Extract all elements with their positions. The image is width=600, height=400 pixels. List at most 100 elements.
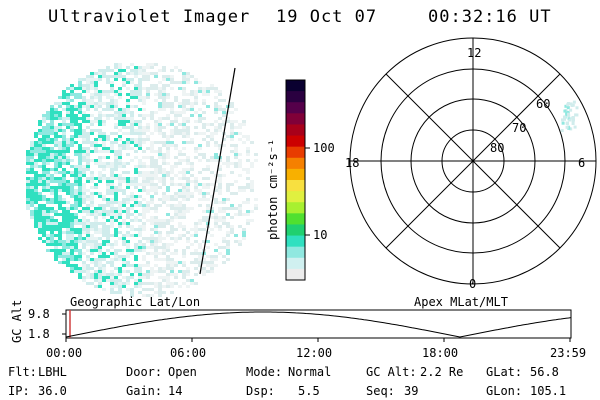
image-pixel	[198, 198, 202, 201]
image-pixel	[46, 117, 50, 120]
image-pixel	[162, 132, 166, 135]
image-pixel	[42, 189, 46, 192]
image-pixel	[110, 252, 114, 255]
image-pixel	[106, 165, 110, 168]
image-pixel	[82, 129, 86, 132]
image-pixel	[58, 213, 62, 216]
colorbar-segment	[286, 180, 305, 192]
image-pixel	[78, 84, 82, 87]
image-pixel	[90, 225, 94, 228]
image-pixel	[54, 201, 58, 204]
image-pixel	[114, 177, 118, 180]
image-pixel	[42, 117, 46, 120]
image-pixel	[106, 156, 110, 159]
image-pixel	[158, 177, 162, 180]
image-pixel	[90, 171, 94, 174]
image-pixel	[198, 114, 202, 117]
image-pixel	[102, 204, 106, 207]
image-pixel	[234, 132, 238, 135]
image-pixel	[114, 207, 118, 210]
image-pixel	[134, 72, 138, 75]
image-pixel	[210, 87, 214, 90]
image-pixel	[26, 189, 30, 192]
image-pixel	[150, 243, 154, 246]
image-pixel	[230, 162, 234, 165]
image-pixel	[34, 186, 38, 189]
image-pixel	[62, 90, 66, 93]
image-pixel	[138, 141, 142, 144]
image-pixel	[142, 162, 146, 165]
image-pixel	[134, 249, 138, 252]
image-pixel	[182, 177, 186, 180]
image-pixel	[186, 72, 190, 75]
image-pixel	[86, 210, 90, 213]
image-pixel	[62, 132, 66, 135]
image-pixel	[198, 120, 202, 123]
image-pixel	[50, 150, 54, 153]
image-pixel	[162, 177, 166, 180]
image-pixel	[154, 168, 158, 171]
image-pixel	[178, 81, 182, 84]
image-pixel	[166, 267, 170, 270]
image-pixel	[154, 63, 158, 66]
image-pixel	[34, 198, 38, 201]
image-pixel	[138, 93, 142, 96]
mode-label: Mode:	[246, 365, 283, 379]
image-pixel	[186, 198, 190, 201]
image-pixel	[110, 258, 114, 261]
image-pixel	[230, 216, 234, 219]
image-pixel	[82, 147, 86, 150]
image-pixel	[182, 204, 186, 207]
image-pixel	[142, 282, 146, 285]
image-pixel	[162, 69, 166, 72]
image-pixel	[102, 114, 106, 117]
image-pixel	[178, 114, 182, 117]
image-pixel	[162, 105, 166, 108]
image-pixel	[54, 168, 58, 171]
image-pixel	[98, 99, 102, 102]
image-pixel	[90, 93, 94, 96]
image-pixel	[174, 183, 178, 186]
image-pixel	[70, 87, 74, 90]
image-pixel	[138, 84, 142, 87]
image-pixel	[162, 117, 166, 120]
image-pixel	[118, 108, 122, 111]
image-pixel	[118, 69, 122, 72]
image-pixel	[122, 282, 126, 285]
image-pixel	[238, 204, 242, 207]
image-pixel	[90, 114, 94, 117]
image-pixel	[46, 216, 50, 219]
image-pixel	[54, 243, 58, 246]
image-pixel	[94, 270, 98, 273]
image-pixel	[146, 129, 150, 132]
image-pixel	[162, 225, 166, 228]
image-pixel	[46, 240, 50, 243]
image-pixel	[122, 201, 126, 204]
image-pixel	[122, 84, 126, 87]
image-pixel	[66, 237, 70, 240]
image-pixel	[82, 279, 86, 282]
image-pixel	[46, 201, 50, 204]
image-pixel	[186, 279, 190, 282]
image-pixel	[170, 69, 174, 72]
image-pixel	[230, 144, 234, 147]
image-pixel	[98, 177, 102, 180]
image-pixel	[170, 183, 174, 186]
image-pixel	[66, 162, 70, 165]
image-pixel	[222, 201, 226, 204]
image-pixel	[78, 222, 82, 225]
image-pixel	[154, 150, 158, 153]
image-pixel	[146, 252, 150, 255]
image-pixel	[222, 222, 226, 225]
image-pixel	[130, 72, 134, 75]
image-pixel	[174, 192, 178, 195]
image-pixel	[98, 129, 102, 132]
image-pixel	[198, 243, 202, 246]
image-pixel	[118, 117, 122, 120]
image-pixel	[86, 105, 90, 108]
image-pixel	[222, 108, 226, 111]
image-pixel	[158, 225, 162, 228]
image-pixel	[54, 213, 58, 216]
image-pixel	[62, 147, 66, 150]
mlt-label-12: 12	[467, 46, 482, 60]
